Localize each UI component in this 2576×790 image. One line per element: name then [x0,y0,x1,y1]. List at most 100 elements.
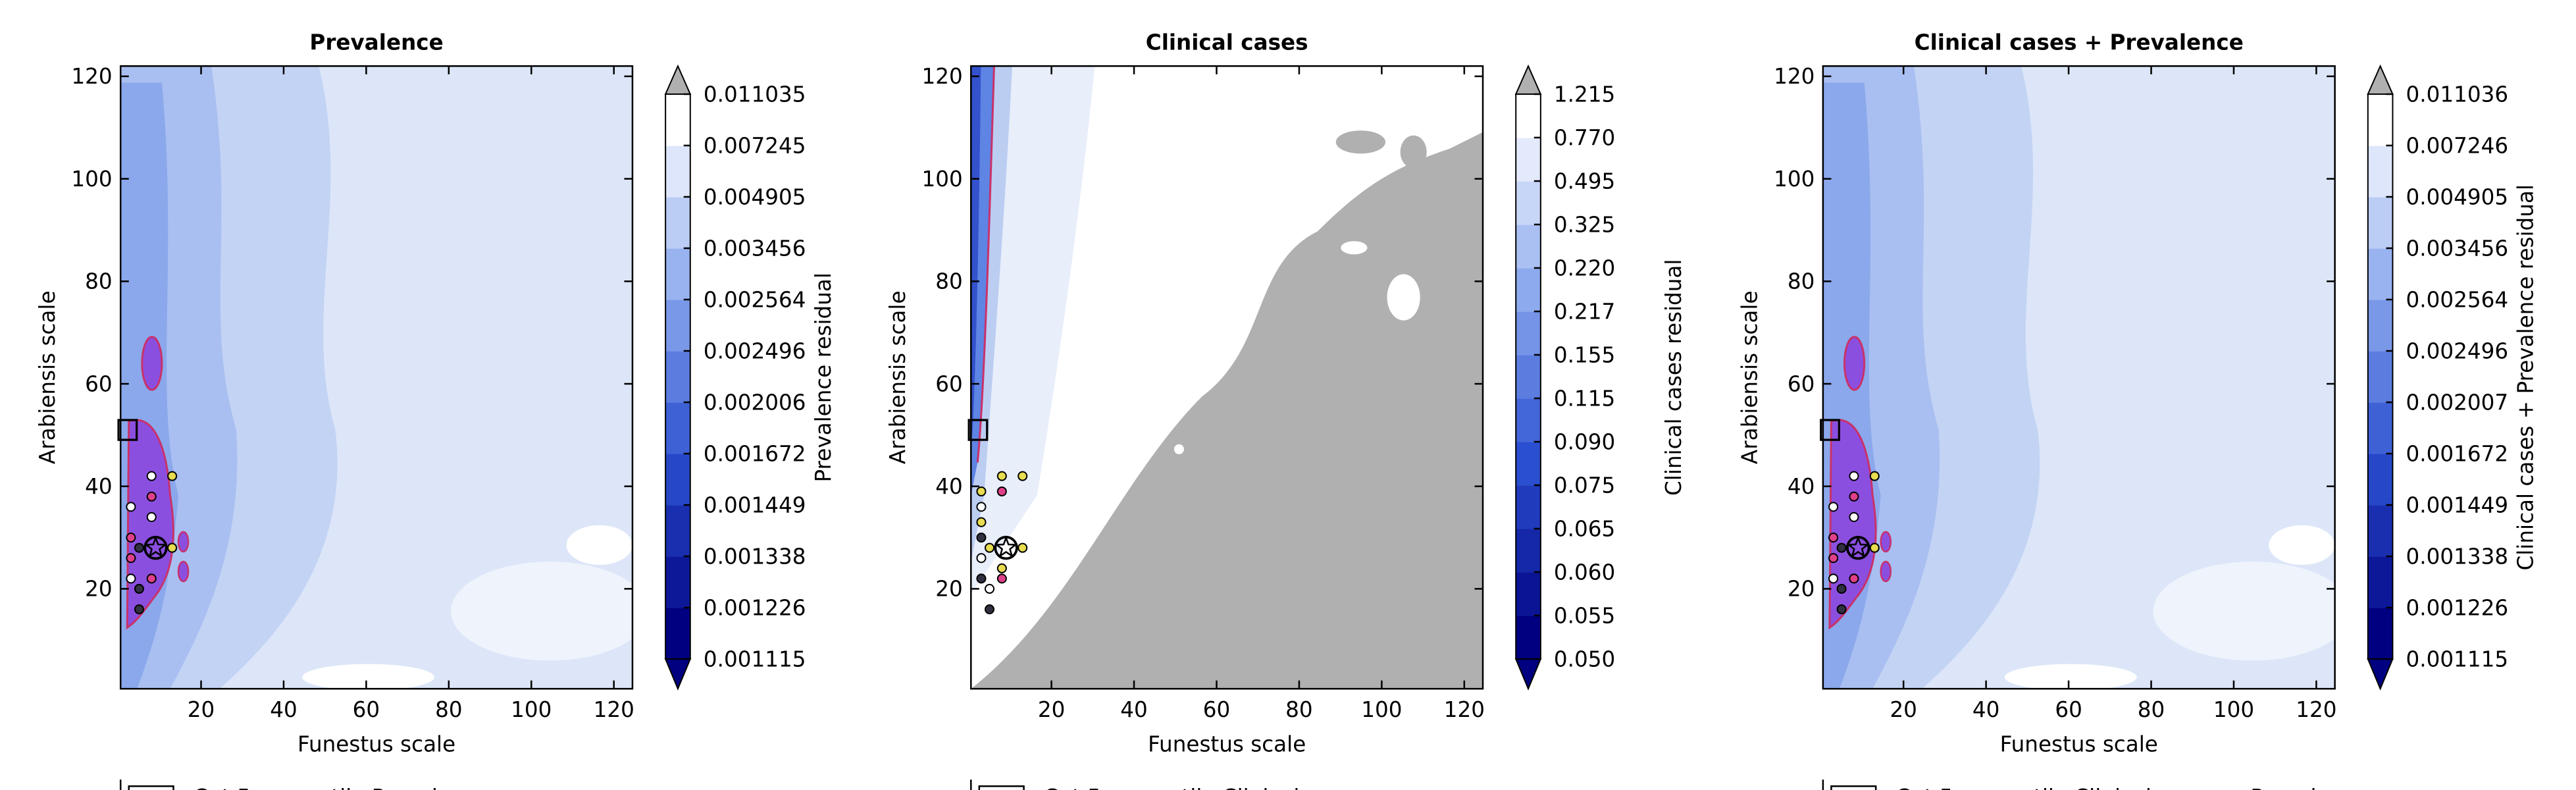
colorbar-band [665,248,690,300]
colorbar-band [665,556,690,608]
point [167,542,178,553]
legend-swatch [1830,785,1877,790]
colorbar-tick-label: 0.011036 [2406,82,2509,107]
colorbar-band [1516,529,1541,573]
y-tick-label: 60 [935,371,963,396]
y-tick-label: 120 [1774,64,1815,89]
colorbar-tick-label: 0.011035 [704,82,806,107]
y-tick-label: 120 [921,64,962,89]
colorbar-tick-label: 0.050 [1554,646,1615,672]
colorbar-band [2367,145,2393,198]
colorbar-band [1516,311,1541,356]
axes-frame [970,65,1484,690]
colorbar-tick-label: 0.001226 [2406,595,2509,620]
star-shape [143,535,168,558]
colorbar-band [665,505,690,557]
point [126,573,136,584]
x-tick-label: 60 [1203,697,1231,722]
colorbar-label: Clinical cases + Prevalence residual [2513,184,2538,570]
y-tick-label: 100 [1774,167,1815,192]
point [146,573,157,584]
point [996,471,1007,481]
colorbar-band [2367,402,2393,454]
colorbar-tick-label: 0.001226 [704,595,806,620]
square-marker [967,419,989,441]
colorbar-tick-label: 0.001338 [704,544,806,569]
field [120,66,632,689]
colorbar-band [665,197,690,249]
x-tick-label: 80 [1285,697,1313,722]
y-tick-label: 20 [935,577,963,602]
colorbar-band [665,351,690,403]
colorbar-band [1516,442,1541,486]
y-tick-label: 80 [1788,269,1815,294]
colorbar-tick-label: 0.007245 [704,133,806,158]
star-marker [143,535,168,560]
colorbar-frame [2367,93,2394,660]
x-tick-label: 60 [2055,697,2082,722]
x-tick-label: 100 [1361,697,1402,722]
contour-field [1822,66,2335,689]
y-tick-label: 20 [85,577,113,602]
colorbar-band [1516,181,1541,225]
star-marker [1846,535,1870,560]
point [1828,502,1839,512]
field [971,66,1483,689]
square-marker [117,419,138,441]
y-tick-label: 60 [1788,371,1815,396]
colorbar-tick-label: 0.090 [1554,429,1615,454]
point [134,604,144,615]
colorbar-band [1516,94,1541,138]
point [1836,604,1847,615]
point [1828,533,1839,543]
colorbar-band [2367,300,2393,352]
point [1828,553,1839,564]
colorbar-tick-label: 0.002006 [704,390,806,415]
plot-title: Clinical cases + Prevalence [1915,30,2244,55]
colorbar-tick-label: 1.215 [1554,82,1615,107]
colorbar-label: Clinical cases residual [1661,259,1686,496]
x-axis-label: Funestus scale [297,732,455,757]
colorbar-band [2367,505,2393,557]
point [1018,542,1028,553]
colorbar-under [2367,658,2394,691]
plot-title: Clinical cases [1146,30,1308,55]
colorbar-tick-label: 0.002496 [2406,338,2509,363]
x-tick-label: 20 [188,697,215,722]
colorbar-tick-label: 0.001338 [2406,544,2509,569]
colorbar-label: Prevalence residual [811,273,836,482]
y-tick-label: 40 [935,474,963,499]
colorbar-tick-label: 0.155 [1554,342,1615,367]
colorbar-band [1516,224,1541,269]
x-tick-label: 40 [270,697,297,722]
point [976,486,987,497]
point [996,563,1007,573]
star-marker [994,535,1018,560]
colorbar-band [1516,485,1541,529]
plot-title: Prevalence [309,30,443,55]
colorbar-tick-label: 0.075 [1554,473,1615,498]
colorbar-tick-label: 0.217 [1554,299,1615,324]
point [1869,542,1880,553]
x-tick-label: 100 [2213,697,2254,722]
colorbar-tick-label: 0.220 [1554,255,1615,280]
colorbar-tick-label: 0.002007 [2406,390,2509,415]
point [146,512,157,522]
legend-swatch [978,785,1025,790]
point [996,486,1007,497]
axes-frame [1822,65,2336,690]
x-tick-label: 120 [1444,697,1485,722]
point [976,533,987,543]
point [1849,491,1859,502]
colorbar-band [2367,197,2393,249]
y-axis-label: Arabiensis scale [35,290,60,464]
point [996,573,1007,584]
point [984,604,995,615]
colorbar-tick-label: 0.001449 [2406,492,2509,517]
contour-field [971,66,1483,689]
x-tick-label: 20 [1890,697,1917,722]
colorbar-under [664,658,692,691]
y-axis-label: Arabiensis scale [885,290,910,464]
